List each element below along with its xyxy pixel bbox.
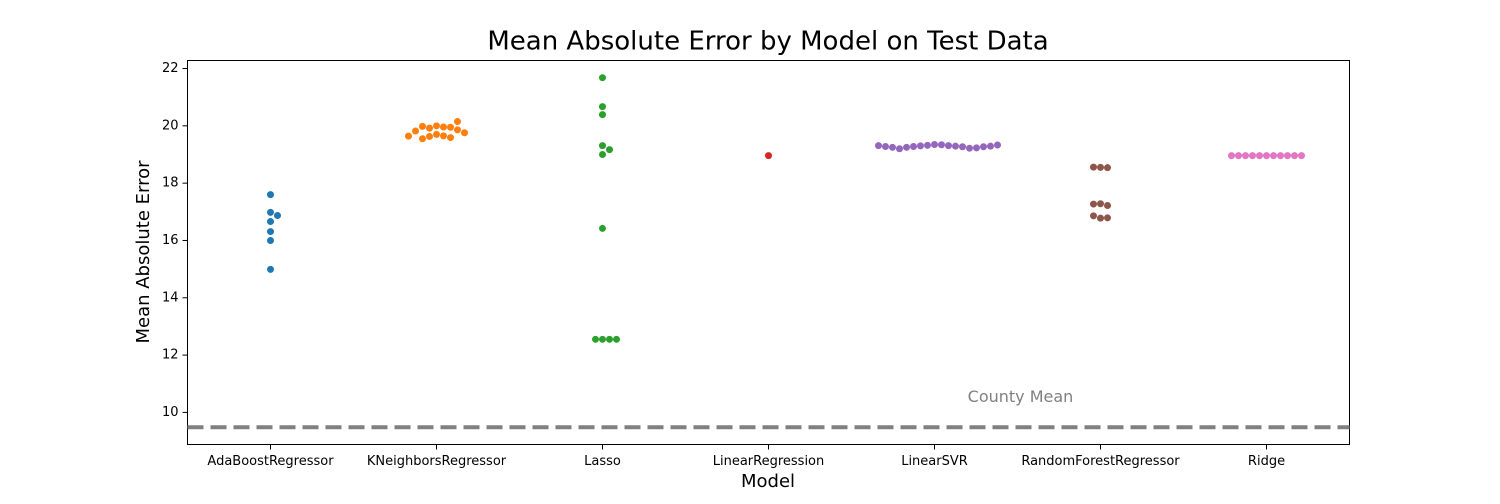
swarm-point <box>994 141 1001 149</box>
plot-frame <box>187 60 1350 445</box>
y-tick-label: 12 <box>162 348 179 363</box>
swarm-point <box>606 146 613 154</box>
swarm-point <box>1249 152 1256 160</box>
swarm-point <box>931 140 938 148</box>
swarm-point <box>882 142 889 150</box>
swarm-point <box>1090 163 1097 171</box>
swarm-point <box>875 142 882 150</box>
swarm-point <box>433 130 440 138</box>
swarm-point <box>1097 214 1104 222</box>
swarm-point <box>1097 163 1104 171</box>
x-axis-label: Model <box>741 471 795 492</box>
x-tick-label: LinearRegression <box>713 454 825 469</box>
swarm-point <box>599 142 606 150</box>
swarm-point <box>613 335 620 343</box>
swarm-point <box>1270 152 1277 160</box>
swarm-point <box>461 129 468 137</box>
swarm-point <box>267 236 274 244</box>
swarm-point <box>896 145 903 153</box>
swarm-point <box>1284 152 1291 160</box>
swarm-point <box>267 228 274 236</box>
y-tick-label: 10 <box>162 405 179 420</box>
swarm-point <box>1104 202 1111 210</box>
swarm-point <box>938 141 945 149</box>
x-tick-label: Ridge <box>1248 454 1285 469</box>
swarm-point <box>765 152 772 160</box>
swarm-point <box>599 111 606 119</box>
swarm-point <box>426 132 433 140</box>
swarm-point <box>447 134 454 142</box>
x-tick-label: KNeighborsRegressor <box>367 454 507 469</box>
y-tick-label: 22 <box>162 61 179 76</box>
swarm-point <box>1090 212 1097 220</box>
swarm-point <box>1256 152 1263 160</box>
swarm-point <box>1242 152 1249 160</box>
swarm-point <box>980 143 987 151</box>
swarm-point <box>454 118 461 126</box>
swarm-point <box>1291 152 1298 160</box>
swarm-point <box>889 143 896 151</box>
x-tick-label: AdaBoostRegressor <box>207 454 334 469</box>
swarm-point <box>945 142 952 150</box>
swarm-point <box>903 143 910 151</box>
swarm-point <box>412 127 419 135</box>
swarm-point <box>1097 200 1104 208</box>
swarm-point <box>426 124 433 132</box>
swarm-point <box>987 142 994 150</box>
swarm-point <box>440 132 447 140</box>
swarm-point <box>1090 200 1097 208</box>
swarm-point <box>433 122 440 130</box>
swarm-point <box>924 141 931 149</box>
swarm-point <box>1228 152 1235 160</box>
swarm-point <box>910 142 917 150</box>
swarm-point <box>599 103 606 111</box>
swarm-point <box>267 208 274 216</box>
swarm-point <box>267 265 274 273</box>
swarm-point <box>1104 164 1111 172</box>
swarm-point <box>1235 152 1242 160</box>
swarm-point <box>447 123 454 131</box>
swarm-point <box>959 143 966 151</box>
swarm-point <box>1104 214 1111 222</box>
swarm-point <box>592 335 599 343</box>
x-tick-label: Lasso <box>584 454 621 469</box>
swarm-point <box>599 224 606 232</box>
swarm-point <box>267 191 274 199</box>
swarm-point <box>454 126 461 134</box>
swarm-point <box>966 144 973 152</box>
y-tick-label: 20 <box>162 118 179 133</box>
y-axis-label: Mean Absolute Error <box>133 160 154 344</box>
swarm-point <box>440 123 447 131</box>
swarm-point <box>274 212 281 220</box>
swarm-point <box>1263 152 1270 160</box>
chart-title: Mean Absolute Error by Model on Test Dat… <box>487 27 1048 57</box>
swarm-point <box>405 132 412 140</box>
swarm-point <box>1277 152 1284 160</box>
x-tick-label: LinearSVR <box>901 454 968 469</box>
swarm-point <box>973 144 980 152</box>
y-tick-label: 14 <box>162 290 179 305</box>
y-tick-label: 16 <box>162 233 179 248</box>
swarm-point <box>917 142 924 150</box>
swarm-point <box>599 74 606 82</box>
swarm-point <box>599 150 606 158</box>
swarm-point <box>606 335 613 343</box>
reference-label: County Mean <box>968 387 1074 406</box>
swarm-point <box>952 142 959 150</box>
swarm-point <box>267 218 274 226</box>
swarm-point <box>419 135 426 143</box>
x-tick-label: RandomForestRegressor <box>1021 454 1180 469</box>
swarm-point <box>1298 152 1305 160</box>
swarm-point <box>419 122 426 130</box>
swarm-point <box>599 335 606 343</box>
y-tick-label: 18 <box>162 176 179 191</box>
